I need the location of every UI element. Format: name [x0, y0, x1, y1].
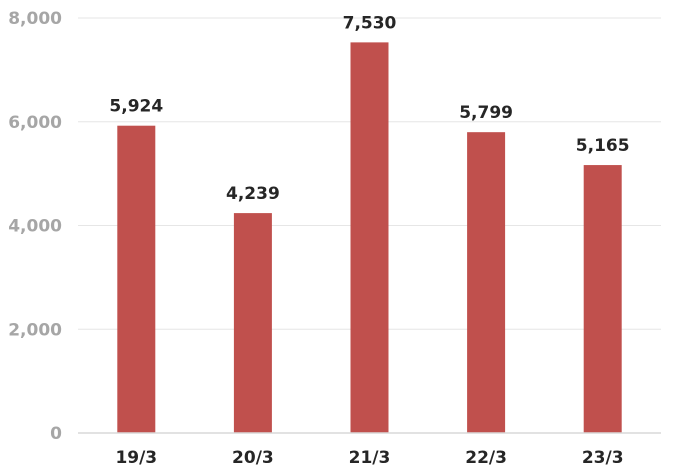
x-tick-label: 21/3 [349, 448, 391, 468]
y-axis-ticks: 0 2,000 4,000 6,000 8,000 [8, 9, 62, 444]
y-tick-label: 4,000 [8, 217, 62, 237]
bar-19-3 [117, 125, 156, 433]
bar-20-3 [233, 213, 272, 433]
y-tick-label: 6,000 [8, 113, 62, 133]
bar-22-3 [467, 132, 506, 433]
y-tick-label: 0 [50, 424, 62, 444]
x-tick-label: 19/3 [115, 448, 157, 468]
x-tick-label: 23/3 [582, 448, 624, 468]
data-labels: 5,924 4,239 7,530 5,799 5,165 [109, 13, 629, 204]
x-tick-label: 22/3 [465, 448, 507, 468]
y-tick-label: 8,000 [8, 9, 62, 29]
bar-23-3 [583, 165, 622, 434]
data-label: 5,924 [109, 97, 163, 117]
x-tick-label: 20/3 [232, 448, 274, 468]
data-label: 5,799 [459, 103, 513, 123]
data-label: 5,165 [576, 136, 630, 156]
bars [117, 42, 622, 434]
y-tick-label: 2,000 [8, 320, 62, 340]
x-axis-ticks: 19/3 20/3 21/3 22/3 23/3 [115, 448, 623, 468]
bar-21-3 [350, 42, 389, 433]
data-label: 4,239 [226, 184, 280, 204]
data-label: 7,530 [343, 13, 397, 33]
